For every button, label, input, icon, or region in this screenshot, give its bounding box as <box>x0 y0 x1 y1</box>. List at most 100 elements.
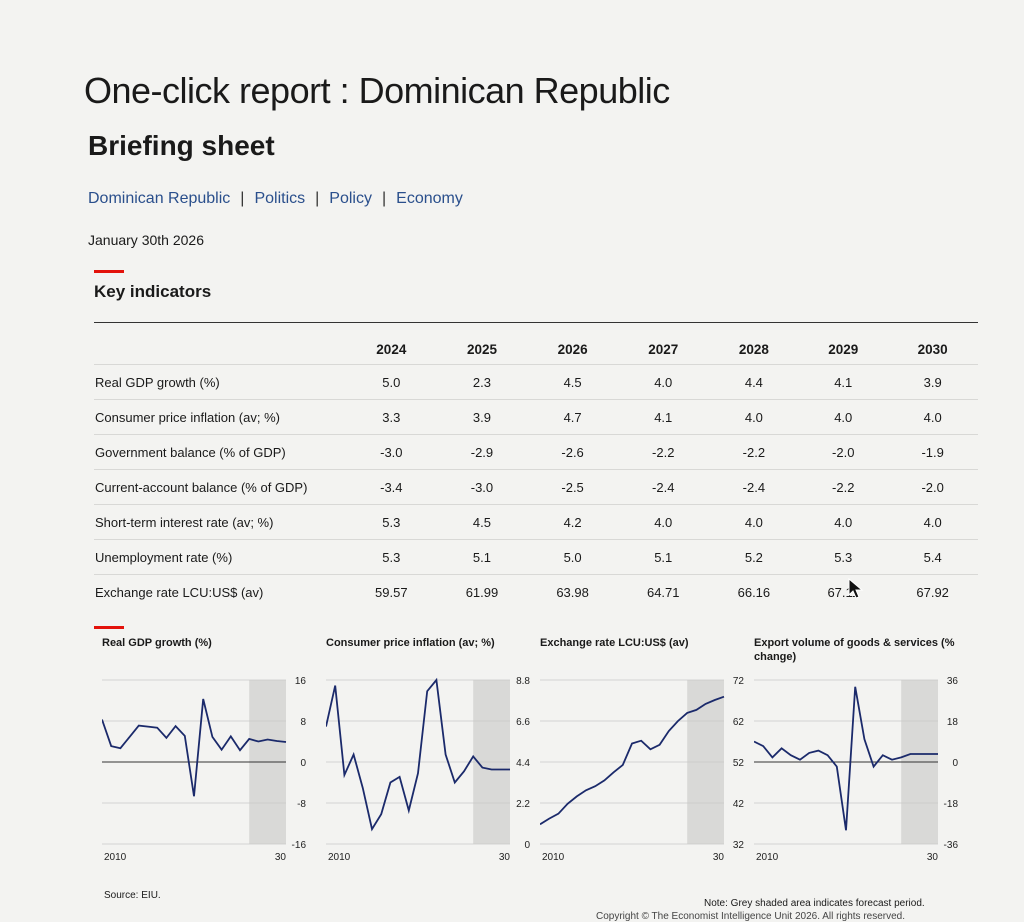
mini-chart-export-volume: Export volume of goods & services (% cha… <box>754 636 960 872</box>
table-cell: 5.2 <box>708 539 800 575</box>
x-tick-label: 30 <box>499 852 511 863</box>
y-tick-label: 2.2 <box>516 799 530 810</box>
y-tick-label: -8 <box>297 799 306 810</box>
table-cell: -2.2 <box>617 434 709 470</box>
table-cell: -2.4 <box>617 469 709 505</box>
y-tick-label: 6.6 <box>516 717 530 728</box>
charts-accent-bar <box>94 626 124 629</box>
table-header-blank <box>94 334 346 365</box>
table-header-year: 2030 <box>917 341 948 357</box>
page-subtitle: Briefing sheet <box>88 130 275 161</box>
breadcrumb-separator: | <box>315 190 320 207</box>
table-cell: 3.3 <box>346 399 437 435</box>
table-cell: 61.99 <box>436 574 528 609</box>
series-line <box>102 698 287 797</box>
y-tick-label: 0 <box>524 840 530 851</box>
table-row: Unemployment rate (%) 5.3 5.1 5.0 5.1 5.2 5.3 5… <box>94 539 978 575</box>
mini-chart-gdp: Real GDP growth (%) 16 8 0 -8 -16 2010 30 <box>102 636 308 872</box>
table-cell: 5.1 <box>436 539 528 575</box>
table-cell: -2.0 <box>887 469 978 505</box>
table-row: Real GDP growth (%) 5.0 2.3 4.5 4.0 4.4 4.1 3.9 <box>94 364 978 400</box>
table-header-row: 2024 2025 2026 2027 2028 2029 2030 <box>94 334 978 365</box>
row-label: Exchange rate LCU:US$ (av) <box>94 574 346 609</box>
source-note: Source: EIU. <box>104 890 161 901</box>
table-cell: -2.0 <box>799 434 888 470</box>
y-tick-label: 72 <box>733 676 745 687</box>
breadcrumb-separator: | <box>381 190 387 207</box>
chart-title: Real GDP growth (%) <box>102 637 212 649</box>
table-cell: 5.3 <box>346 539 437 575</box>
row-label: Real GDP growth (%) <box>94 364 346 400</box>
breadcrumb-link-politics[interactable]: Politics <box>254 190 306 207</box>
section-title-key-indicators: Key indicators <box>94 282 212 301</box>
table-header-year: 2025 <box>466 341 497 357</box>
table-cell: -2.4 <box>708 469 800 505</box>
x-tick-label: 30 <box>713 852 725 863</box>
breadcrumb-link-policy[interactable]: Policy <box>329 190 372 207</box>
page-title: One-click report : Dominican Republic <box>84 70 670 111</box>
table-cell: 64.71 <box>617 574 709 609</box>
row-label: Current-account balance (% of GDP) <box>94 469 346 505</box>
x-tick-label: 2010 <box>104 852 127 863</box>
table-cell: 4.0 <box>887 399 978 435</box>
table-cell: -2.2 <box>799 469 888 505</box>
table-cell: 4.0 <box>799 399 888 435</box>
breadcrumb-link-country[interactable]: Dominican Republic <box>88 190 231 207</box>
table-cell: -3.0 <box>436 469 528 505</box>
table-cell: 3.9 <box>887 364 978 400</box>
table-cell: 4.7 <box>527 399 618 435</box>
table-cell: 5.3 <box>799 539 888 575</box>
breadcrumb-separator: | <box>240 190 245 207</box>
y-tick-label: -18 <box>944 799 959 810</box>
table-cell: 4.0 <box>617 504 709 540</box>
mini-chart-exchange-rate: Exchange rate LCU:US$ (av) 72 62 52 42 32 201… <box>540 636 746 872</box>
breadcrumb-link-economy[interactable]: Economy <box>396 190 463 207</box>
table-cell: 2.3 <box>436 364 528 400</box>
mini-chart-inflation: Consumer price inflation (av; %) 8.8 6.6 4… <box>326 636 532 872</box>
x-tick-label: 30 <box>275 852 287 863</box>
y-tick-label: 4.4 <box>516 758 530 769</box>
table-header-year: 2028 <box>738 341 769 357</box>
chart-svg: 8.8 6.6 4.4 2.2 0 2010 30 <box>326 676 530 863</box>
table-body: Real GDP growth (%) 5.0 2.3 4.5 4.0 4.4 4.1 3.9… <box>94 364 978 609</box>
table-cell: 4.0 <box>708 504 800 540</box>
breadcrumb: Dominican Republic | Politics | Policy |… <box>88 190 463 208</box>
table-header-year: 2026 <box>557 341 588 357</box>
y-tick-label: 8.8 <box>516 676 530 687</box>
table-header-year: 2024 <box>376 341 407 357</box>
table-header-year: 2027 <box>648 341 679 357</box>
y-tick-label: -16 <box>292 840 307 851</box>
x-tick-label: 2010 <box>542 852 565 863</box>
table-header-year: 2029 <box>828 341 859 357</box>
table-cell: 4.5 <box>527 364 618 400</box>
table-cell: 3.9 <box>436 399 528 435</box>
table-cell: 4.1 <box>799 364 888 400</box>
table-row: Short-term interest rate (av; %) 5.3 4.5 4.… <box>94 504 978 540</box>
table-row: Exchange rate LCU:US$ (av) 59.57 61.99 63.9… <box>94 574 978 609</box>
table-cell: 4.1 <box>617 399 709 435</box>
section-accent-bar <box>94 270 124 273</box>
y-tick-label: -36 <box>944 840 959 851</box>
y-tick-label: 36 <box>947 676 959 687</box>
table-cell: 66.16 <box>708 574 800 609</box>
table-cell: -2.5 <box>527 469 618 505</box>
chart-title: Exchange rate LCU:US$ (av) <box>540 637 689 649</box>
table-cell: -3.0 <box>346 434 437 470</box>
chart-svg: 36 18 0 -18 -36 2010 30 <box>754 676 959 863</box>
mouse-cursor-icon <box>848 578 864 599</box>
y-tick-label: 62 <box>733 717 745 728</box>
x-tick-label: 30 <box>927 852 939 863</box>
y-tick-label: 0 <box>300 758 306 769</box>
table-cell: -2.6 <box>527 434 618 470</box>
chart-title: Consumer price inflation (av; %) <box>326 637 495 649</box>
x-tick-label: 2010 <box>756 852 779 863</box>
table-cell: -3.4 <box>346 469 437 505</box>
series-line <box>754 686 938 831</box>
table-cell: 4.0 <box>617 364 709 400</box>
table-cell: 5.4 <box>887 539 978 575</box>
table-cell: 4.5 <box>436 504 528 540</box>
table-row: Current-account balance (% of GDP) -3.4 -3… <box>94 469 978 505</box>
y-tick-label: 42 <box>733 799 745 810</box>
chart-svg: 16 8 0 -8 -16 2010 30 <box>102 676 307 863</box>
y-tick-label: 52 <box>733 758 745 769</box>
